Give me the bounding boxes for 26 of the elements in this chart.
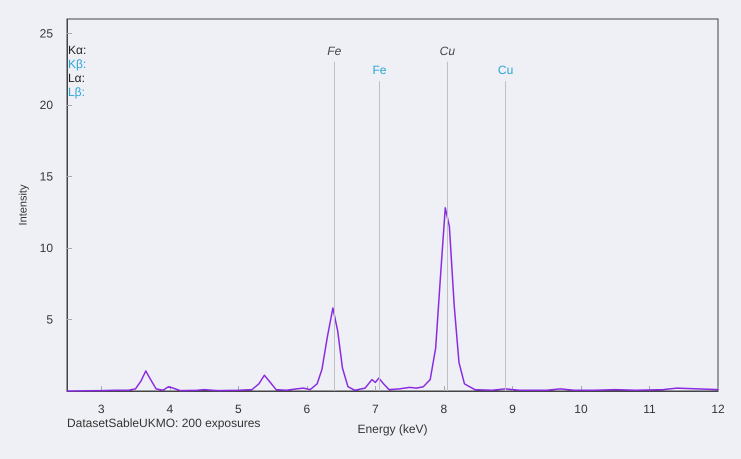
x-tick-label: 4 (166, 402, 174, 416)
text: DatasetSableUKMO: 200 exposures (67, 416, 260, 430)
x-tick-label: 12 (711, 402, 725, 416)
x-tick-label: 11 (643, 402, 656, 416)
x-tick-label: 8 (440, 402, 448, 416)
y-tick-label: 15 (40, 169, 54, 184)
ref-line-label: Cu (498, 63, 514, 78)
x-tick-label: 6 (304, 402, 310, 416)
y-tick-label: 20 (40, 98, 54, 112)
y-tick-label: 5 (46, 312, 54, 326)
y-axis-title: Intensity (17, 184, 30, 226)
x-tick-label: 9 (509, 402, 516, 416)
ref-line-label: Cu (440, 44, 456, 58)
ref-line-label: Fe (327, 44, 342, 58)
y-tick-label: 10 (40, 240, 54, 255)
y-tick-label: 25 (40, 26, 54, 40)
annotation: Lβ: (68, 85, 85, 99)
annotation: Lα: (68, 71, 85, 85)
ref-line-label: Fe (372, 63, 387, 78)
x-axis-title: Energy (keV) (357, 422, 428, 436)
annotation: Kα: (68, 43, 86, 57)
annotation: Kβ: (68, 57, 86, 71)
x-tick-label: 10 (574, 402, 588, 416)
x-tick-label: 7 (372, 402, 380, 416)
x-tick-label: 5 (234, 402, 242, 416)
x-tick-label: 3 (98, 402, 105, 416)
